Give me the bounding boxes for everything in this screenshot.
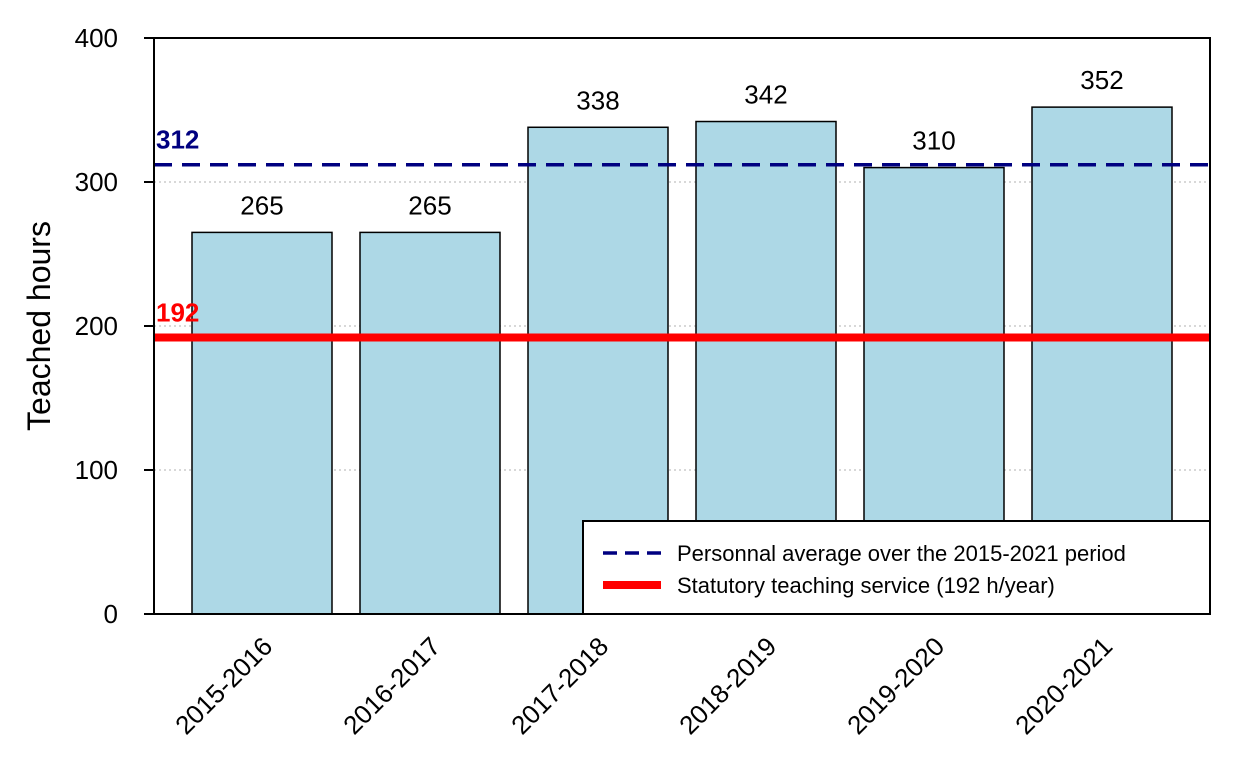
bar [359,231,501,615]
y-axis-title: Teached hours [21,221,57,431]
data-label: 338 [576,85,619,115]
reference-lines: 312 192 [154,125,1210,342]
reference-line-label: 312 [156,125,199,155]
data-label: 342 [744,80,787,110]
reference-line-label: 192 [156,298,199,328]
x-tick-label: 2018-2019 [673,631,782,740]
x-tick-label: 2020-2021 [1009,631,1118,740]
bar [191,231,333,615]
data-labels: 265 265 338 342 310 352 [240,65,1123,220]
legend: Personnal average over the 2015-2021 per… [582,520,1211,615]
data-label: 310 [912,126,955,156]
x-tick-label: 2016-2017 [337,631,446,740]
data-label: 265 [408,190,451,220]
x-tick-label: 2019-2020 [841,631,950,740]
legend-box [582,520,1211,615]
x-tick-label: 2017-2018 [505,631,614,740]
y-tick-label: 300 [75,167,118,197]
data-label: 265 [240,190,283,220]
legend-entry: Statutory teaching service (192 h/year) [677,573,1055,598]
y-tick-label: 100 [75,455,118,485]
y-tick-label: 0 [104,599,118,629]
x-tick-label: 2015-2016 [169,631,278,740]
data-label: 352 [1080,65,1123,95]
legend-entry: Personnal average over the 2015-2021 per… [677,541,1126,566]
y-tick-label: 200 [75,311,118,341]
y-tick-label: 400 [75,23,118,53]
